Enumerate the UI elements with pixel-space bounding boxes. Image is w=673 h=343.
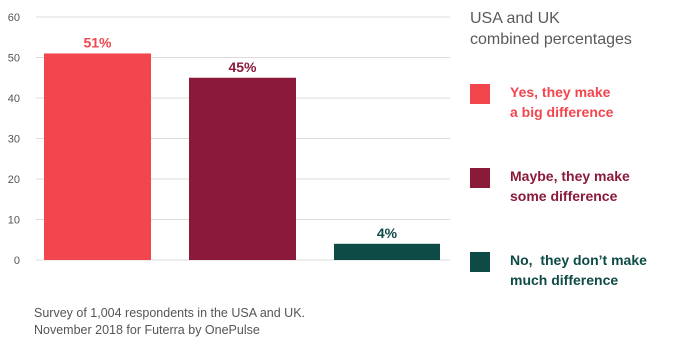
data-label-2: 45% bbox=[228, 59, 257, 75]
legend-label-no-line-1: No, they don’t make bbox=[510, 252, 647, 268]
data-label-1: 51% bbox=[83, 34, 112, 50]
legend-title-line-1: USA and UK bbox=[470, 10, 560, 27]
legend-label-no-line-2: much difference bbox=[510, 272, 619, 288]
legend-swatch-maybe bbox=[470, 168, 490, 188]
legend-label-maybe: Maybe, they make some difference bbox=[510, 166, 660, 206]
y-tick-label-40: 40 bbox=[8, 93, 20, 105]
legend-title-line-2: combined percentages bbox=[470, 31, 632, 48]
legend-label-no: No, they don’t make much difference bbox=[510, 250, 673, 290]
y-tick-label-20: 20 bbox=[8, 174, 20, 186]
y-tick-label-10: 10 bbox=[8, 215, 20, 227]
footnote-line-2: November 2018 for Futerra by OnePulse bbox=[34, 323, 260, 337]
legend-label-yes-line-1: Yes, they make bbox=[510, 84, 611, 100]
legend: USA and UK combined percentages Yes, the… bbox=[470, 8, 670, 288]
legend-item-yes: Yes, they make a big difference bbox=[470, 82, 660, 122]
data-label-3: 4% bbox=[377, 225, 398, 241]
legend-item-no: No, they don’t make much difference bbox=[470, 250, 673, 290]
bar-chart: 0 10 20 30 40 50 60 51% 45% 4% bbox=[8, 12, 450, 267]
legend-title: USA and UK combined percentages bbox=[470, 8, 670, 50]
bar-2 bbox=[189, 77, 296, 260]
bar-3 bbox=[334, 243, 440, 260]
y-tick-label-50: 50 bbox=[8, 53, 20, 65]
legend-label-yes: Yes, they make a big difference bbox=[510, 82, 660, 122]
y-tick-label-30: 30 bbox=[8, 134, 20, 146]
y-tick-label-60: 60 bbox=[8, 12, 20, 24]
legend-swatch-yes bbox=[470, 84, 490, 104]
legend-item-maybe: Maybe, they make some difference bbox=[470, 166, 660, 206]
legend-swatch-no bbox=[470, 252, 490, 272]
footnote-line-1: Survey of 1,004 respondents in the USA a… bbox=[34, 306, 306, 320]
legend-label-maybe-line-1: Maybe, they make bbox=[510, 168, 630, 184]
legend-label-yes-line-2: a big difference bbox=[510, 104, 614, 120]
y-tick-label-0: 0 bbox=[14, 255, 20, 267]
footnote: Survey of 1,004 respondents in the USA a… bbox=[34, 305, 305, 339]
bar-1 bbox=[44, 53, 151, 261]
legend-label-maybe-line-2: some difference bbox=[510, 188, 618, 204]
